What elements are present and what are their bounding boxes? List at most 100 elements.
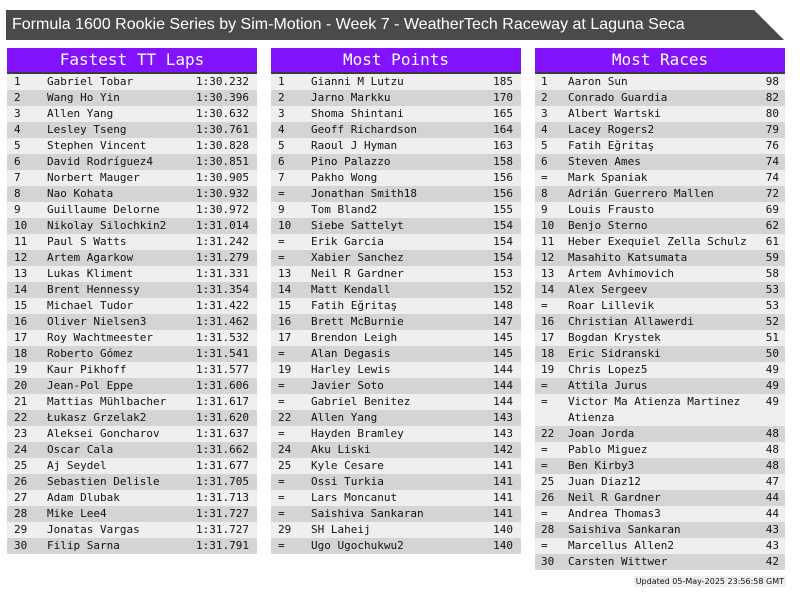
table-row: 2 Jarno Markku 170	[271, 90, 521, 106]
value-cell: 74	[765, 155, 779, 168]
rank-cell: 12	[541, 251, 555, 264]
driver-name-cell: Christian Allawerdi	[568, 315, 694, 328]
driver-name-cell: Filip Sarna	[47, 539, 120, 552]
driver-name-cell: Oliver Nielsen3	[47, 315, 147, 328]
value-cell: 153	[493, 267, 513, 280]
value-cell: 1:30.232	[196, 75, 249, 88]
driver-name-cell: Marcellus Allen2	[568, 539, 674, 552]
table-row: 22 Allen Yang 143	[271, 410, 521, 426]
table-row: = Ugo Ugochukwu2 140	[271, 538, 521, 554]
rank-cell: 20	[14, 379, 28, 392]
driver-name-cell: Jarno Markku	[311, 91, 391, 104]
page-title: Formula 1600 Rookie Series by Sim-Motion…	[6, 10, 784, 40]
value-cell: 42	[765, 555, 779, 568]
driver-name-cell: Siebe Sattelyt	[311, 219, 404, 232]
rank-cell: 5	[541, 139, 548, 152]
driver-name-cell: Jonathan Smith18	[311, 187, 417, 200]
table-row: 18 Roberto Gómez 1:31.541	[7, 346, 257, 362]
value-cell: 48	[765, 427, 779, 440]
panel-heading: Most Points	[271, 48, 521, 74]
rank-cell: 29	[278, 523, 292, 536]
driver-name-cell: Adam Dlubak	[47, 491, 120, 504]
driver-name-cell: Jonatas Vargas	[47, 523, 140, 536]
rank-cell: 10	[541, 219, 555, 232]
driver-name-cell: Aleksei Goncharov	[47, 427, 160, 440]
table-row: = Victor Ma Atienza Martinez Atienza 49	[535, 394, 785, 426]
rank-cell: 22	[278, 411, 292, 424]
value-cell: 50	[765, 347, 779, 360]
driver-name-cell: Jean-Pol Eppe	[47, 379, 134, 392]
driver-name-cell: Lars Moncanut	[311, 491, 398, 504]
rank-cell: 9	[278, 203, 285, 216]
driver-name-cell: Matt Kendall	[311, 283, 391, 296]
driver-name-cell: SH Laheij	[311, 523, 371, 536]
table-row: = Erik Garcia 154	[271, 234, 521, 250]
table-row: 9 Louis Frausto 69	[535, 202, 785, 218]
driver-name-cell: Lesley Tseng	[47, 123, 127, 136]
driver-name-cell: Pino Palazzo	[311, 155, 391, 168]
rank-cell: 1	[14, 75, 21, 88]
table-row: 4 Lacey Rogers2 79	[535, 122, 785, 138]
table-row: 19 Kaur Pikhoff 1:31.577	[7, 362, 257, 378]
value-cell: 144	[493, 363, 513, 376]
driver-name-cell: Bogdan Krystek	[568, 331, 661, 344]
value-cell: 163	[493, 139, 513, 152]
rank-cell: =	[541, 443, 548, 456]
value-cell: 1:31.791	[196, 539, 249, 552]
table-row: 14 Brent Hennessy 1:31.354	[7, 282, 257, 298]
table-row: 9 Tom Bland2 155	[271, 202, 521, 218]
table-row: 6 Pino Palazzo 158	[271, 154, 521, 170]
driver-name-cell: Adrián Guerrero Mallen	[568, 187, 714, 200]
value-cell: 1:31.705	[196, 475, 249, 488]
table-row: 24 Aku Liski 142	[271, 442, 521, 458]
rank-cell: =	[278, 395, 285, 408]
value-cell: 141	[493, 459, 513, 472]
value-cell: 1:30.851	[196, 155, 249, 168]
value-cell: 1:31.279	[196, 251, 249, 264]
table-row: = Javier Soto 144	[271, 378, 521, 394]
value-cell: 1:31.331	[196, 267, 249, 280]
driver-name-cell: Conrado Guardia	[568, 91, 668, 104]
driver-name-cell: Andrea Thomas3	[568, 507, 661, 520]
driver-name-cell: Aaron Sun	[568, 75, 628, 88]
value-cell: 156	[493, 187, 513, 200]
value-cell: 141	[493, 475, 513, 488]
rank-cell: 26	[541, 491, 555, 504]
rank-cell: =	[541, 171, 548, 184]
rank-cell: =	[541, 459, 548, 472]
table-row: 17 Brendon Leigh 145	[271, 330, 521, 346]
driver-name-cell: Lukas Kliment	[47, 267, 134, 280]
table-row: 10 Siebe Sattelyt 154	[271, 218, 521, 234]
table-row: 16 Brett McBurnie 147	[271, 314, 521, 330]
rank-cell: 10	[278, 219, 292, 232]
table-row: 28 Mike Lee4 1:31.727	[7, 506, 257, 522]
rank-cell: 12	[14, 251, 28, 264]
driver-name-cell: Michael Tudor	[47, 299, 134, 312]
driver-name-cell: Fatih Eğritaş	[311, 299, 398, 312]
rank-cell: 10	[14, 219, 28, 232]
panel-heading: Most Races	[535, 48, 785, 74]
rank-cell: 11	[14, 235, 28, 248]
driver-name-cell: Mark Spaniak	[568, 171, 648, 184]
table-row: = Lars Moncanut 141	[271, 490, 521, 506]
driver-name-cell: Wang Ho Yin	[47, 91, 120, 104]
value-cell: 44	[765, 491, 779, 504]
rank-cell: 14	[278, 283, 292, 296]
driver-name-cell: Sebastien Delisle	[47, 475, 160, 488]
table-row: = Pablo Miguez 48	[535, 442, 785, 458]
driver-name-cell: Victor Ma Atienza Martinez Atienza	[568, 395, 741, 424]
value-cell: 61	[765, 235, 779, 248]
value-cell: 1:31.713	[196, 491, 249, 504]
driver-name-cell: Nao Kohata	[47, 187, 114, 200]
table-row: 3 Shoma Shintani 165	[271, 106, 521, 122]
table-row: = Marcellus Allen2 43	[535, 538, 785, 554]
value-cell: 145	[493, 331, 513, 344]
driver-name-cell: Artem Avhimovich	[568, 267, 674, 280]
rank-cell: 7	[278, 171, 285, 184]
driver-name-cell: Juan Diaz12	[568, 475, 641, 488]
leaderboard-rows: 1 Gabriel Tobar 1:30.232 2 Wang Ho Yin 1:30.3…	[7, 74, 257, 554]
rank-cell: 25	[278, 459, 292, 472]
rank-cell: =	[541, 379, 548, 392]
driver-name-cell: Roar Lillevik	[568, 299, 655, 312]
table-row: 8 Nao Kohata 1:30.932	[7, 186, 257, 202]
